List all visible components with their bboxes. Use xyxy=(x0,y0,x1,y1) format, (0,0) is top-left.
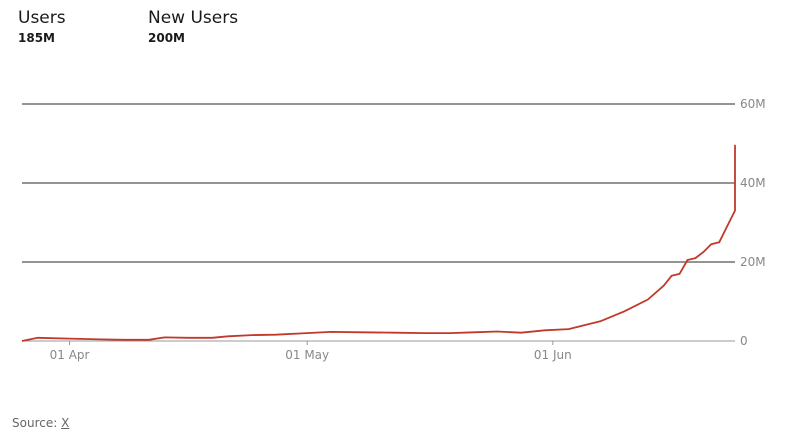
source-link[interactable]: X xyxy=(61,416,70,430)
stat-new-users-value: 200M xyxy=(148,31,185,45)
x-tick-label-2: 01 Jun xyxy=(534,348,572,362)
series-line-0 xyxy=(21,144,736,342)
y-tick-label-1: 20M xyxy=(740,255,766,269)
source-note: Source: X xyxy=(12,416,69,430)
stat-new-users: New Users 200M xyxy=(148,8,238,46)
y-tick-label-3: 60M xyxy=(740,97,766,111)
y-tick-label-0: 0 xyxy=(740,334,748,348)
y-tick-label-2: 40M xyxy=(740,176,766,190)
x-tick-label-1: 01 May xyxy=(285,348,329,362)
x-tick-label-0: 01 Apr xyxy=(50,348,90,362)
stat-users-label: Users xyxy=(18,8,66,28)
stat-users-value: 185M xyxy=(18,31,55,45)
stat-new-users-label: New Users xyxy=(148,8,239,28)
stat-users: Users 185M xyxy=(18,8,66,46)
source-prefix: Source: xyxy=(12,416,58,430)
